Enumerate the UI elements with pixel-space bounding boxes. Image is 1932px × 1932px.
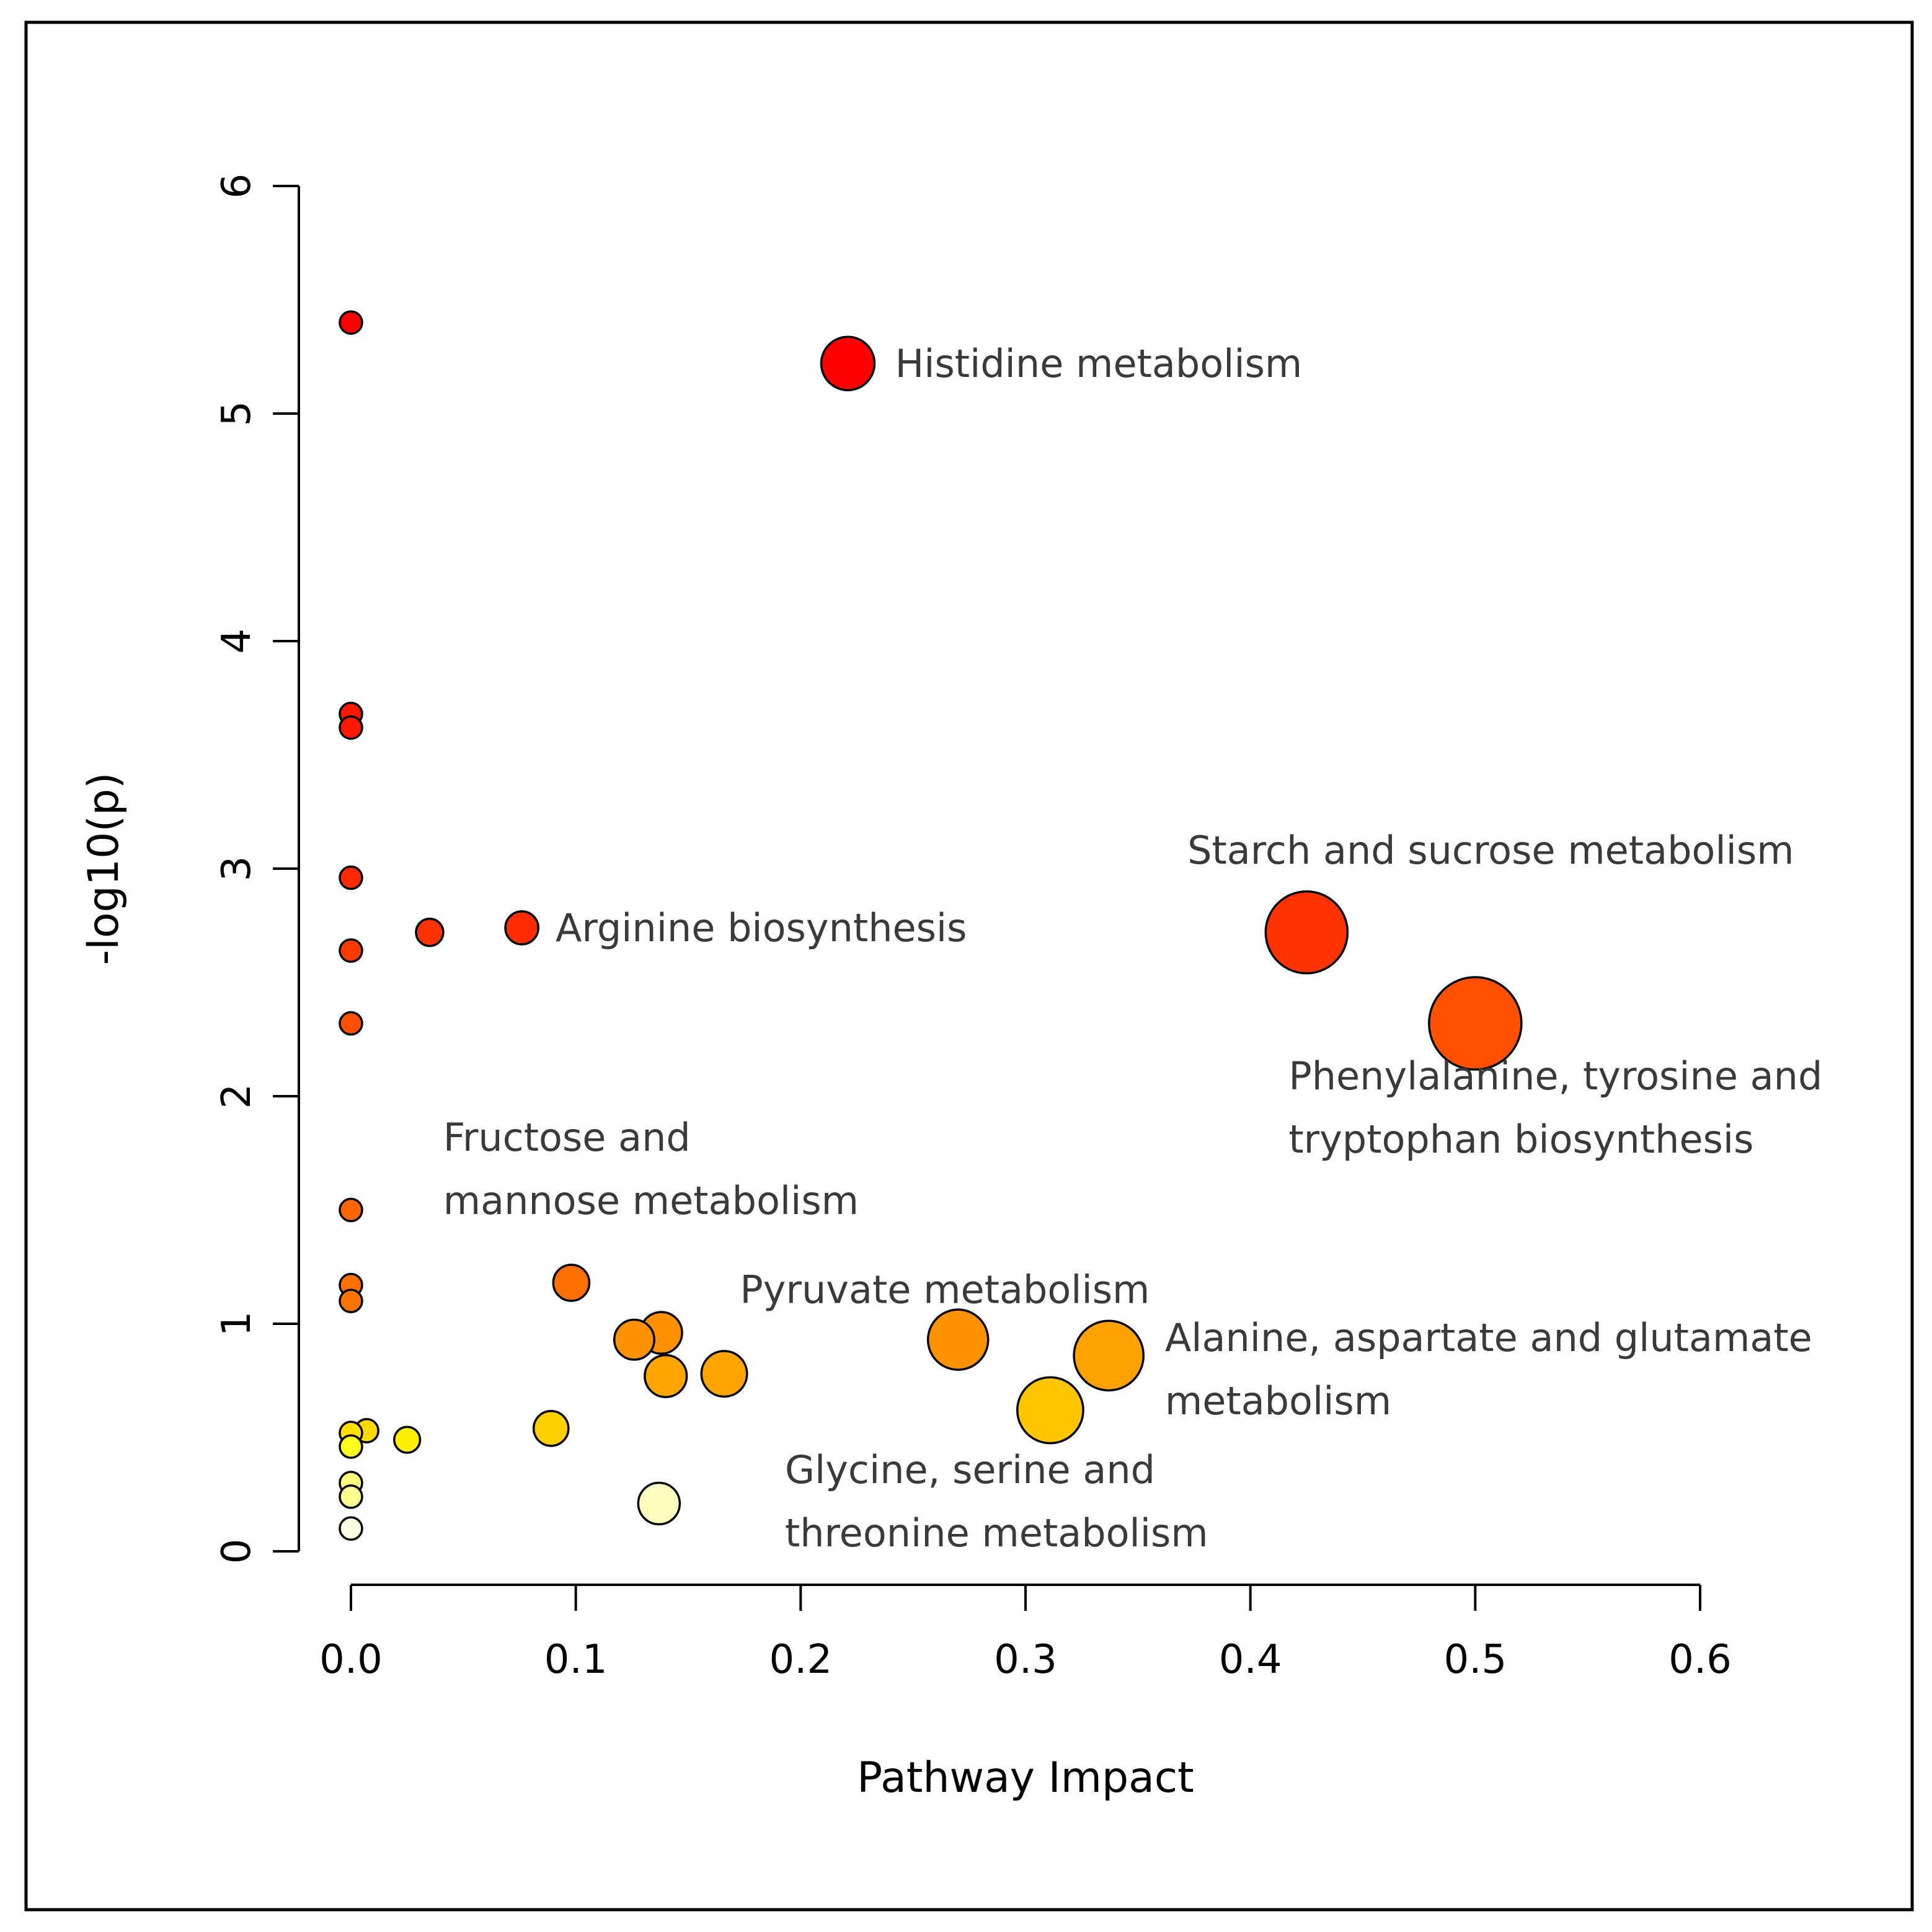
point-annotation-label: metabolism — [1165, 1378, 1391, 1424]
point-annotation-label: Glycine, serine and — [785, 1447, 1155, 1492]
data-point[interactable] — [644, 1354, 688, 1398]
point-annotation-label: Phenylalanine, tyrosine and — [1288, 1053, 1822, 1099]
point-annotations: Histidine metabolism Arginine biosynthesi… — [443, 341, 1823, 1556]
data-point[interactable] — [613, 1318, 655, 1361]
data-point[interactable] — [1428, 976, 1523, 1071]
point-annotation-label: Arginine biosynthesis — [556, 905, 967, 950]
data-point[interactable] — [339, 1434, 363, 1459]
x-tick-label: 0.3 — [994, 1637, 1057, 1683]
x-axis-title: Pathway Impact — [857, 1753, 1194, 1802]
point-annotation-label: Histidine metabolism — [895, 341, 1303, 386]
point-annotation-label: Starch and sucrose metabolism — [1187, 828, 1794, 873]
data-point[interactable] — [339, 865, 363, 890]
point-annotation-label: Pyruvate metabolism — [740, 1267, 1150, 1312]
y-tick-label: 6 — [214, 174, 260, 199]
data-point[interactable] — [415, 918, 445, 947]
data-points — [339, 310, 1523, 1541]
y-tick-label: 0 — [214, 1539, 260, 1564]
chart-frame — [24, 20, 1914, 1912]
x-tick-label: 0.1 — [544, 1637, 608, 1683]
data-point[interactable] — [339, 1484, 363, 1509]
point-annotation-label: Alanine, aspartate and glutamate — [1165, 1315, 1812, 1360]
data-point[interactable] — [1073, 1319, 1145, 1392]
x-tick-label: 0.5 — [1443, 1637, 1507, 1683]
data-point[interactable] — [1016, 1376, 1084, 1445]
point-annotation-label: tryptophan biosynthesis — [1288, 1117, 1753, 1162]
data-point[interactable] — [339, 1288, 363, 1314]
data-point[interactable] — [532, 1410, 570, 1447]
data-point[interactable] — [339, 1197, 363, 1223]
data-point[interactable] — [552, 1264, 591, 1302]
data-point[interactable] — [926, 1308, 990, 1371]
y-axis-title: -log10(p) — [79, 773, 128, 965]
y-tick-label: 1 — [214, 1311, 260, 1337]
data-point[interactable] — [339, 310, 363, 335]
data-point[interactable] — [700, 1350, 748, 1398]
point-annotation-label: threonine metabolism — [785, 1510, 1208, 1556]
y-tick-label: 3 — [214, 856, 260, 882]
data-point[interactable] — [393, 1425, 422, 1454]
data-point[interactable] — [339, 1516, 363, 1541]
data-point[interactable] — [339, 1011, 363, 1036]
y-tick-label: 2 — [214, 1084, 260, 1109]
y-tick-label: 5 — [214, 401, 260, 427]
data-point[interactable] — [1264, 890, 1349, 975]
x-tick-label: 0.0 — [319, 1637, 383, 1683]
point-annotation-label: Fructose and — [443, 1115, 691, 1160]
data-point[interactable] — [820, 335, 876, 391]
data-point[interactable] — [504, 910, 539, 946]
y-tick-label: 4 — [214, 629, 260, 654]
x-tick-label: 0.2 — [769, 1637, 832, 1683]
data-point[interactable] — [339, 938, 363, 963]
axes: 0 1 2 3 4 5 6 0.0 0.1 0.2 0.3 0.4 0.5 0.6 — [214, 174, 1732, 1683]
data-point[interactable] — [339, 715, 363, 740]
data-point[interactable] — [637, 1481, 681, 1526]
x-tick-label: 0.6 — [1668, 1637, 1732, 1683]
x-tick-label: 0.4 — [1219, 1637, 1282, 1683]
point-annotation-label: mannose metabolism — [443, 1178, 859, 1223]
